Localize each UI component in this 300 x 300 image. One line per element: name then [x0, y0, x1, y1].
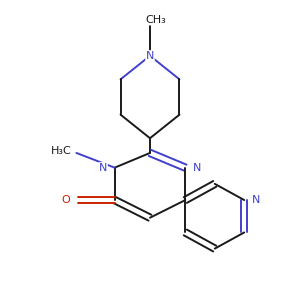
Text: N: N [146, 51, 154, 61]
Text: N: N [193, 163, 201, 173]
Text: O: O [62, 195, 70, 205]
Text: N: N [252, 195, 260, 205]
Text: N: N [99, 163, 107, 173]
Text: CH₃: CH₃ [146, 15, 166, 25]
Text: H₃C: H₃C [51, 146, 72, 157]
